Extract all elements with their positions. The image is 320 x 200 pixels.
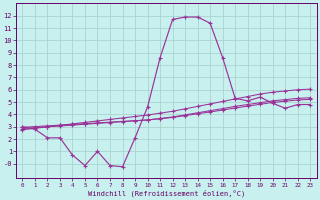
X-axis label: Windchill (Refroidissement éolien,°C): Windchill (Refroidissement éolien,°C) <box>88 189 245 197</box>
